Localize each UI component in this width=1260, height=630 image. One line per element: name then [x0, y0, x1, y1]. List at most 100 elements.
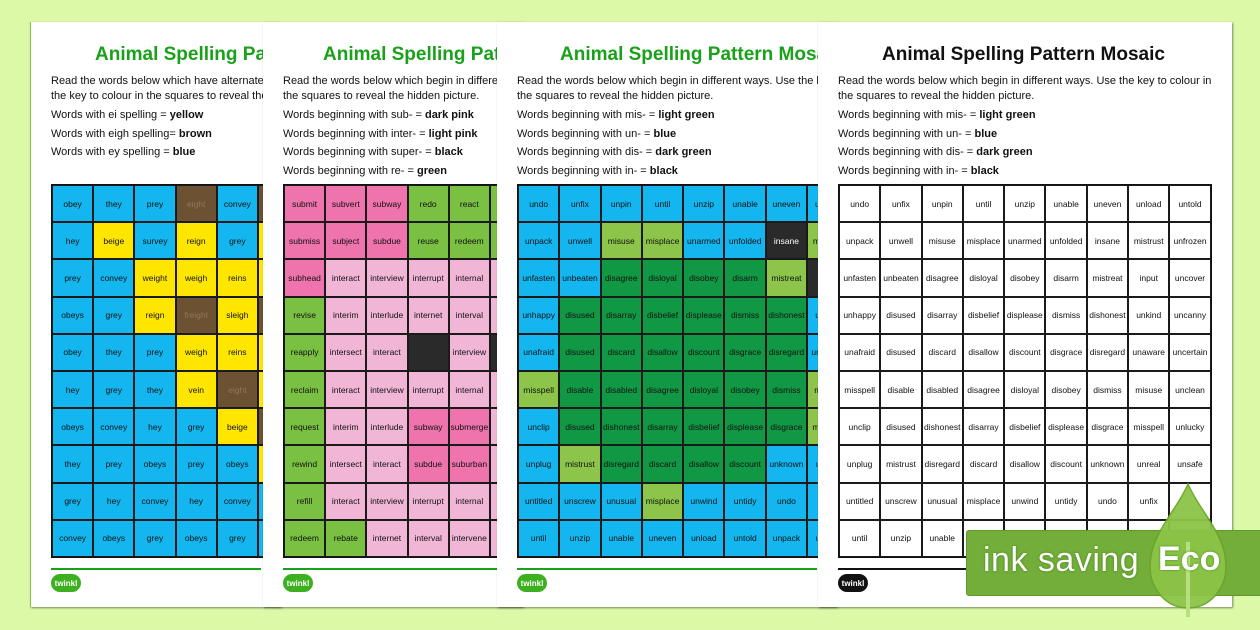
mosaic-cell[interactable]: disabled — [921, 370, 963, 409]
mosaic-cell[interactable]: unscrew — [880, 482, 922, 520]
mosaic-cell[interactable]: unbeaten — [559, 259, 601, 297]
mosaic-cell[interactable]: unwell — [880, 222, 922, 260]
mosaic-cell[interactable]: dishonest — [765, 296, 808, 334]
mosaic-cell[interactable]: disarm — [1045, 259, 1087, 297]
mosaic-cell[interactable]: mistreat — [1086, 259, 1129, 297]
mosaic-cell[interactable]: reuse — [407, 222, 449, 260]
mosaic-cell[interactable]: subway — [366, 185, 408, 223]
mosaic-cell[interactable]: unclip — [839, 408, 881, 446]
mosaic-cell[interactable]: intervene — [448, 519, 490, 557]
mosaic-cell[interactable]: disobey — [1045, 370, 1087, 409]
mosaic-cell[interactable]: discard — [641, 445, 684, 483]
mosaic-cell[interactable]: hey — [93, 482, 135, 520]
mosaic-cell[interactable]: undo — [765, 482, 808, 520]
mosaic-cell[interactable]: eight — [216, 370, 258, 409]
mosaic-cell[interactable]: intersect — [325, 333, 367, 371]
mosaic-cell[interactable]: until — [839, 519, 881, 557]
mosaic-cell[interactable]: unfix — [559, 185, 601, 223]
mosaic-cell[interactable]: grey — [134, 519, 176, 557]
mosaic-cell[interactable]: discount — [683, 333, 725, 371]
mosaic-cell[interactable]: convey — [216, 185, 258, 223]
mosaic-cell[interactable]: misuse — [921, 222, 963, 260]
mosaic-cell[interactable]: rebate — [325, 519, 367, 557]
mosaic-cell[interactable]: disable — [559, 370, 601, 409]
mosaic-cell[interactable]: hey — [134, 408, 176, 446]
mosaic-cell[interactable]: reign — [134, 296, 176, 334]
mosaic-cell[interactable]: untitled — [518, 482, 560, 520]
mosaic-cell[interactable]: subhead — [284, 259, 326, 297]
mosaic-cell[interactable]: unzip — [559, 519, 601, 557]
mosaic-cell[interactable]: suburban — [448, 445, 490, 483]
mosaic-cell[interactable]: disobey — [724, 370, 766, 409]
mosaic-cell[interactable]: unusual — [921, 482, 963, 520]
mosaic-cell[interactable]: unwell — [559, 222, 601, 260]
mosaic-cell[interactable]: unhappy — [839, 296, 881, 334]
mosaic-cell[interactable]: displease — [683, 296, 725, 334]
mosaic-cell[interactable]: unscrew — [559, 482, 601, 520]
mosaic-cell[interactable]: insane — [1086, 222, 1129, 260]
mosaic-cell[interactable]: uneven — [1086, 185, 1129, 223]
mosaic-cell[interactable]: unload — [683, 519, 725, 557]
mosaic-cell[interactable]: disloyal — [1004, 370, 1046, 409]
mosaic-cell[interactable]: disused — [559, 296, 601, 334]
mosaic-cell[interactable]: hey — [52, 222, 94, 260]
mosaic-cell[interactable]: disloyal — [641, 259, 684, 297]
mosaic-cell[interactable]: disobey — [683, 259, 725, 297]
mosaic-cell[interactable]: beige — [216, 408, 258, 446]
mosaic-cell[interactable]: misplace — [962, 222, 1005, 260]
mosaic-cell[interactable]: obeys — [52, 408, 94, 446]
mosaic-cell[interactable]: dismiss — [724, 296, 766, 334]
mosaic-cell[interactable]: uncanny — [1169, 296, 1211, 334]
mosaic-cell[interactable]: interim — [325, 408, 367, 446]
mosaic-cell[interactable]: hey — [52, 370, 94, 409]
mosaic-cell[interactable]: interval — [448, 296, 490, 334]
mosaic-cell[interactable]: disgrace — [765, 408, 808, 446]
mosaic-cell[interactable]: grey — [216, 519, 258, 557]
mosaic-cell[interactable]: displease — [1004, 296, 1046, 334]
mosaic-cell[interactable]: interval — [407, 519, 449, 557]
mosaic-cell[interactable]: unclean — [1169, 370, 1211, 409]
mosaic-cell[interactable]: unbeaten — [880, 259, 922, 297]
mosaic-cell[interactable]: unfrozen — [1169, 222, 1211, 260]
mosaic-cell[interactable]: unlucky — [1169, 408, 1211, 446]
mosaic-cell[interactable]: interact — [325, 259, 367, 297]
mosaic-cell[interactable]: untidy — [1045, 482, 1087, 520]
mosaic-cell[interactable]: grey — [52, 482, 94, 520]
mosaic-cell[interactable]: internet — [366, 519, 408, 557]
mosaic-cell[interactable]: disallow — [683, 445, 725, 483]
mosaic-cell[interactable]: unwind — [683, 482, 725, 520]
mosaic-cell[interactable]: unpack — [518, 222, 560, 260]
mosaic-cell[interactable]: unhappy — [518, 296, 560, 334]
mosaic-cell[interactable]: convey — [216, 482, 258, 520]
mosaic-cell[interactable]: convey — [93, 408, 135, 446]
mosaic-cell[interactable]: internet — [407, 296, 449, 334]
mosaic-cell[interactable]: convey — [93, 259, 135, 297]
mosaic-cell[interactable]: disarray — [600, 296, 642, 334]
mosaic-cell[interactable]: discount — [724, 445, 766, 483]
mosaic-cell[interactable]: unzip — [683, 185, 725, 223]
mosaic-cell[interactable]: redeem — [448, 222, 490, 260]
mosaic-cell[interactable]: unusual — [600, 482, 642, 520]
mosaic-cell[interactable]: unfix — [880, 185, 922, 223]
mosaic-cell[interactable]: unclip — [518, 408, 560, 446]
mosaic-cell[interactable]: disbelief — [1004, 408, 1046, 446]
mosaic-cell[interactable]: misuse — [1128, 370, 1170, 409]
mosaic-cell[interactable]: obeys — [93, 519, 135, 557]
mosaic-cell[interactable]: interview — [366, 482, 408, 520]
mosaic-cell[interactable]: subvert — [325, 185, 367, 223]
mosaic-cell[interactable]: disallow — [1004, 445, 1046, 483]
mosaic-cell[interactable]: obeys — [52, 296, 94, 334]
mosaic-cell[interactable]: interact — [325, 482, 367, 520]
mosaic-cell[interactable]: undo — [1086, 482, 1129, 520]
mosaic-cell[interactable]: prey — [93, 445, 135, 483]
mosaic-cell[interactable]: disable — [880, 370, 922, 409]
mosaic-cell[interactable]: weigh — [175, 259, 217, 297]
mosaic-cell[interactable]: unload — [1128, 185, 1170, 223]
mosaic-cell[interactable]: insane — [765, 222, 808, 260]
mosaic-cell[interactable]: unfasten — [839, 259, 881, 297]
mosaic-cell[interactable]: unsafe — [1169, 445, 1211, 483]
mosaic-cell[interactable]: unable — [921, 519, 963, 557]
mosaic-cell[interactable]: subdue — [407, 445, 449, 483]
mosaic-cell[interactable]: grey — [216, 222, 258, 260]
mosaic-cell[interactable]: obeys — [134, 445, 176, 483]
